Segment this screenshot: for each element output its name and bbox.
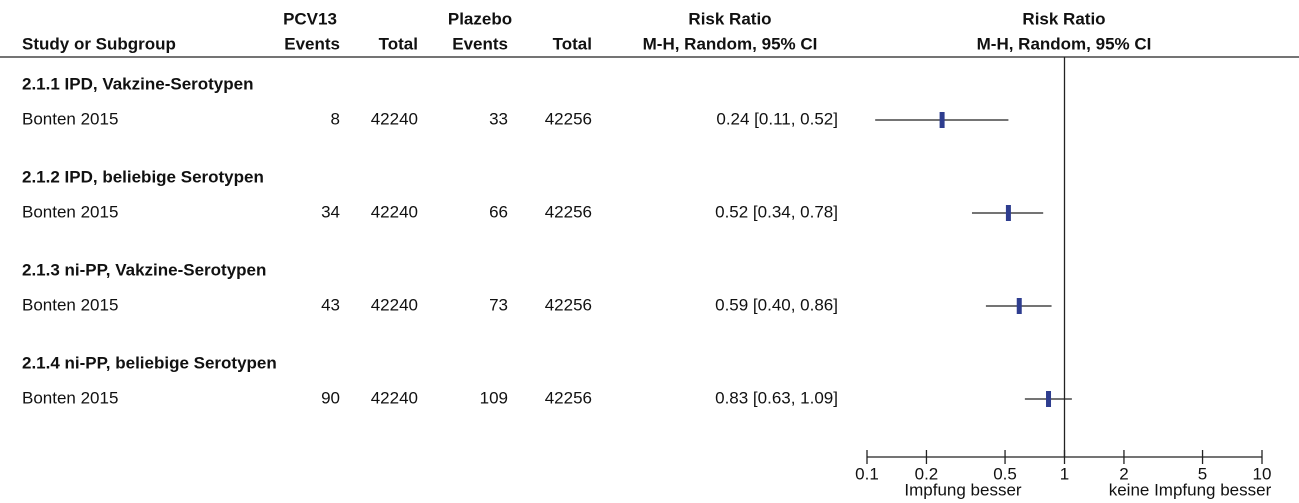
group2-header: Plazebo [448, 9, 512, 28]
cell: 42240 [371, 295, 418, 314]
estimate [1016, 298, 1022, 314]
cell: 42256 [545, 202, 592, 221]
favours-left: Impfung besser [904, 480, 1022, 499]
cell: 109 [480, 388, 508, 407]
events2-header: Events [452, 34, 508, 53]
x-tick-label: 1 [1060, 464, 1069, 483]
cell: 34 [321, 202, 340, 221]
cell: 73 [489, 295, 508, 314]
study-name: Bonten 2015 [22, 295, 118, 314]
group1-header: PCV13 [283, 9, 337, 28]
x-tick-label: 0.5 [993, 464, 1017, 483]
cell: 8 [331, 109, 340, 128]
cell: 42240 [371, 109, 418, 128]
subgroup-title: 2.1.1 IPD, Vakzine-Serotypen [22, 74, 253, 93]
cell: 43 [321, 295, 340, 314]
cell: 90 [321, 388, 340, 407]
estimate [1046, 391, 1052, 407]
study-header: Study or Subgroup [22, 34, 176, 53]
study-name: Bonten 2015 [22, 202, 118, 221]
cell: 33 [489, 109, 508, 128]
favours-right: keine Impfung besser [1109, 480, 1272, 499]
events1-header: Events [284, 34, 340, 53]
cell: 42240 [371, 388, 418, 407]
cell: 42256 [545, 109, 592, 128]
estimate [939, 112, 945, 128]
cell: 66 [489, 202, 508, 221]
study-name: Bonten 2015 [22, 109, 118, 128]
x-tick-label: 2 [1119, 464, 1128, 483]
cell: 0.83 [0.63, 1.09] [715, 388, 838, 407]
x-tick-label: 0.1 [855, 464, 879, 483]
estimate [1005, 205, 1011, 221]
cell: 42256 [545, 388, 592, 407]
x-tick-label: 0.2 [915, 464, 939, 483]
x-tick-label: 5 [1198, 464, 1207, 483]
total1-header: Total [379, 34, 418, 53]
cell: 0.52 [0.34, 0.78] [715, 202, 838, 221]
plot-header: Risk Ratio [1022, 9, 1105, 28]
effect-method-header: M-H, Random, 95% CI [643, 34, 818, 53]
total2-header: Total [553, 34, 592, 53]
cell: 0.24 [0.11, 0.52] [716, 109, 838, 128]
study-name: Bonten 2015 [22, 388, 118, 407]
cell: 0.59 [0.40, 0.86] [715, 295, 838, 314]
effect-header: Risk Ratio [688, 9, 771, 28]
cell: 42240 [371, 202, 418, 221]
cell: 42256 [545, 295, 592, 314]
x-tick-label: 10 [1253, 464, 1272, 483]
subgroup-title: 2.1.2 IPD, beliebige Serotypen [22, 167, 264, 186]
plot-method-header: M-H, Random, 95% CI [977, 34, 1152, 53]
subgroup-title: 2.1.4 ni-PP, beliebige Serotypen [22, 353, 277, 372]
subgroup-title: 2.1.3 ni-PP, Vakzine-Serotypen [22, 260, 266, 279]
